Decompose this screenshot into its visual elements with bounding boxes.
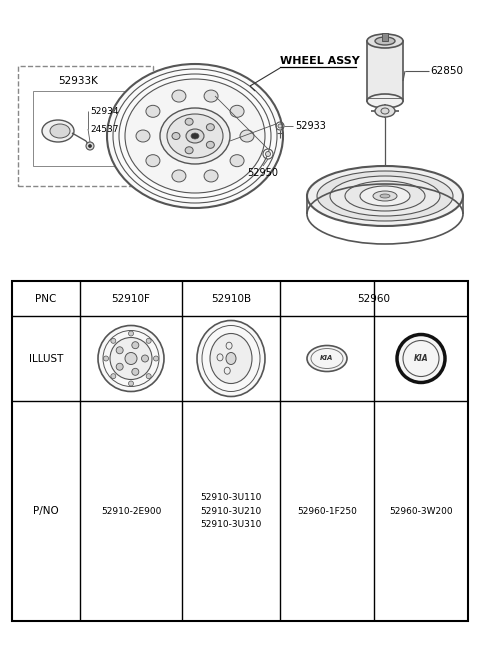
Text: P/NO: P/NO bbox=[33, 506, 59, 516]
Ellipse shape bbox=[230, 155, 244, 167]
Ellipse shape bbox=[185, 147, 193, 154]
Ellipse shape bbox=[172, 90, 186, 102]
Ellipse shape bbox=[98, 325, 164, 392]
Text: KIA: KIA bbox=[320, 356, 334, 361]
Bar bbox=[18, 66, 153, 186]
Text: KIA: KIA bbox=[414, 354, 428, 363]
Text: 52910-3U110
52910-3U210
52910-3U310: 52910-3U110 52910-3U210 52910-3U310 bbox=[200, 493, 262, 529]
Ellipse shape bbox=[125, 79, 265, 193]
Ellipse shape bbox=[226, 352, 236, 365]
Ellipse shape bbox=[146, 155, 160, 167]
Ellipse shape bbox=[360, 186, 410, 206]
Ellipse shape bbox=[367, 34, 403, 48]
Ellipse shape bbox=[88, 144, 92, 148]
Ellipse shape bbox=[125, 352, 137, 365]
Bar bbox=[367, 41, 403, 101]
Text: 52910F: 52910F bbox=[111, 293, 150, 304]
Ellipse shape bbox=[146, 374, 151, 379]
Ellipse shape bbox=[307, 346, 347, 371]
Ellipse shape bbox=[197, 321, 265, 396]
Ellipse shape bbox=[204, 90, 218, 102]
Wedge shape bbox=[214, 346, 229, 371]
Ellipse shape bbox=[330, 176, 440, 216]
Ellipse shape bbox=[167, 114, 223, 158]
Ellipse shape bbox=[210, 333, 252, 384]
Ellipse shape bbox=[111, 374, 116, 379]
Ellipse shape bbox=[381, 108, 389, 114]
Ellipse shape bbox=[375, 37, 395, 45]
Ellipse shape bbox=[129, 331, 133, 336]
Text: 52960-3W200: 52960-3W200 bbox=[389, 506, 453, 516]
Ellipse shape bbox=[240, 130, 254, 142]
Ellipse shape bbox=[136, 130, 150, 142]
Ellipse shape bbox=[373, 191, 397, 201]
Ellipse shape bbox=[42, 120, 74, 142]
Text: ILLUST: ILLUST bbox=[29, 354, 63, 363]
Ellipse shape bbox=[206, 124, 215, 131]
Bar bbox=[12, 281, 468, 621]
Ellipse shape bbox=[307, 166, 463, 226]
Text: 52910-2E900: 52910-2E900 bbox=[101, 506, 161, 516]
Ellipse shape bbox=[186, 129, 204, 143]
Ellipse shape bbox=[206, 141, 215, 148]
Ellipse shape bbox=[107, 64, 283, 208]
Ellipse shape bbox=[86, 142, 94, 150]
Ellipse shape bbox=[191, 133, 199, 139]
Ellipse shape bbox=[204, 170, 218, 182]
Ellipse shape bbox=[375, 105, 395, 117]
Text: 52910B: 52910B bbox=[211, 293, 251, 304]
Ellipse shape bbox=[380, 194, 390, 198]
Bar bbox=[382, 33, 388, 41]
Bar bbox=[33, 91, 138, 166]
Text: 52960: 52960 bbox=[358, 293, 391, 304]
Ellipse shape bbox=[50, 124, 70, 138]
Ellipse shape bbox=[116, 347, 123, 354]
Ellipse shape bbox=[111, 338, 116, 343]
Ellipse shape bbox=[129, 381, 133, 386]
Text: 62850: 62850 bbox=[430, 66, 463, 76]
Text: WHEEL ASSY: WHEEL ASSY bbox=[280, 56, 360, 66]
Ellipse shape bbox=[104, 356, 108, 361]
Text: 52933K: 52933K bbox=[58, 76, 98, 86]
Text: 52933: 52933 bbox=[295, 121, 326, 131]
Ellipse shape bbox=[367, 94, 403, 108]
Ellipse shape bbox=[146, 106, 160, 117]
Ellipse shape bbox=[146, 338, 151, 343]
Ellipse shape bbox=[154, 356, 158, 361]
Ellipse shape bbox=[132, 342, 139, 349]
Ellipse shape bbox=[116, 363, 123, 370]
Ellipse shape bbox=[172, 170, 186, 182]
Ellipse shape bbox=[278, 124, 282, 128]
Ellipse shape bbox=[265, 152, 271, 157]
Ellipse shape bbox=[110, 337, 152, 380]
Text: 24537: 24537 bbox=[90, 125, 119, 134]
Ellipse shape bbox=[132, 368, 139, 375]
Ellipse shape bbox=[185, 118, 193, 125]
Text: PNC: PNC bbox=[36, 293, 57, 304]
Text: 52950: 52950 bbox=[248, 168, 278, 178]
Text: 52934: 52934 bbox=[90, 106, 119, 115]
Ellipse shape bbox=[397, 335, 445, 382]
Ellipse shape bbox=[160, 108, 230, 164]
Ellipse shape bbox=[345, 181, 425, 211]
Ellipse shape bbox=[172, 133, 180, 140]
Ellipse shape bbox=[317, 171, 453, 221]
Ellipse shape bbox=[142, 355, 148, 362]
Text: 52960-1F250: 52960-1F250 bbox=[297, 506, 357, 516]
Ellipse shape bbox=[230, 106, 244, 117]
